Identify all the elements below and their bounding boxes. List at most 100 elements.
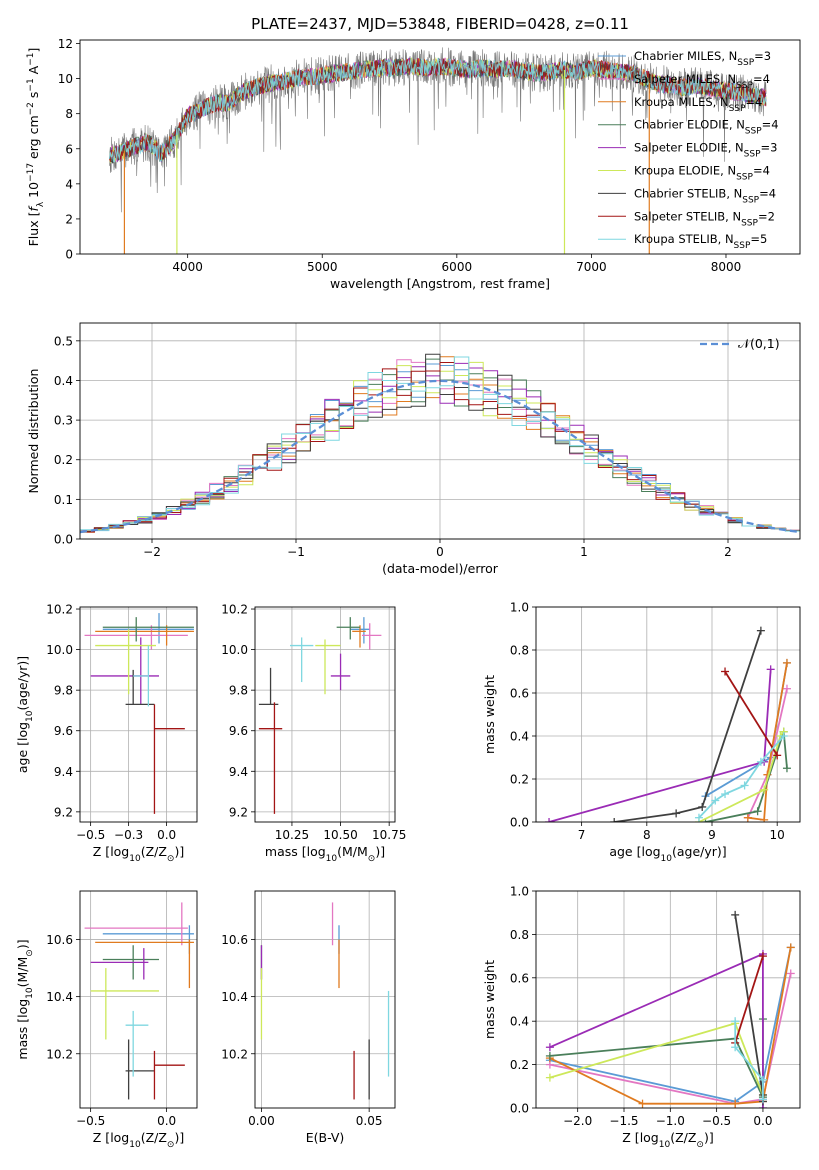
y-tick-label: 0.4	[510, 730, 529, 744]
weight-series	[701, 727, 791, 822]
y-tick-label: 10.0	[46, 643, 73, 657]
x-tick-label: 10.50	[323, 828, 357, 842]
y-tick-label: 0.0	[54, 533, 73, 547]
x-tick-label: 10	[770, 828, 785, 842]
x-tick-label: 9	[708, 828, 716, 842]
y-tick-label: 0.8	[510, 644, 529, 658]
x-tick-label: 0.00	[248, 1114, 275, 1128]
weight-series	[694, 732, 788, 822]
y-tick-label: 1.0	[510, 885, 529, 899]
y-tick-label: 0.6	[510, 687, 529, 701]
x-axis-label: (data-model)/error	[382, 561, 499, 576]
weight-marker	[743, 813, 752, 822]
errorbar-point	[258, 702, 283, 814]
y-axis-label: age [log10(age/yr)]	[15, 656, 35, 773]
weight-marker	[753, 807, 762, 816]
normal-reference-curve	[80, 379, 800, 534]
y-tick-label: 10.6	[46, 933, 73, 947]
weight-marker	[782, 764, 791, 773]
x-tick-label: 0.0	[157, 1114, 176, 1128]
x-axis-label: age [log10(age/yr)]	[609, 844, 726, 864]
weight-series	[721, 667, 782, 760]
x-tick-label: 5000	[307, 260, 338, 274]
weight-marker	[760, 815, 769, 822]
weight-line	[724, 671, 778, 756]
y-tick-label: 1.0	[510, 601, 529, 615]
legend-label: Kroupa MILES, NSSP=4	[634, 95, 762, 114]
axes-frame	[535, 890, 801, 1109]
weight-marker	[740, 781, 749, 790]
x-axis-label: E(B-V)	[306, 1130, 345, 1145]
y-axis-label: mass [log10(M/M⊙)]	[15, 939, 35, 1059]
panel-spectrum: 4000 5000 6000 7000 8000 0 2 4 6 8 10 12 wavelength …	[26, 37, 801, 291]
x-tick-label: −0.5	[76, 1114, 105, 1128]
x-axis-label: wavelength [Angstrom, rest frame]	[330, 276, 550, 291]
errorbar-point	[352, 625, 366, 648]
errorbar-point	[315, 639, 341, 695]
legend-label: 𝒩(0,1)	[738, 336, 780, 351]
y-tick-label: 0.0	[510, 816, 529, 830]
plot-area	[84, 902, 194, 1100]
model-spectrum	[109, 57, 767, 162]
legend-label: Kroupa ELODIE, NSSP=4	[634, 164, 770, 183]
y-tick-label: 10.2	[221, 1047, 248, 1061]
y-tick-label: 9.8	[54, 684, 73, 698]
axes-frame	[79, 39, 801, 255]
y-tick-label: 10.2	[221, 603, 248, 617]
plot-area	[80, 353, 800, 535]
y-tick-label: 0.2	[54, 453, 73, 467]
y-axis-label: mass weight	[482, 675, 497, 754]
legend-label: Salpeter ELODIE, NSSP=3	[634, 141, 777, 160]
model-spectrum	[109, 58, 767, 163]
weight-marker	[756, 626, 765, 635]
errorbar-point	[95, 939, 194, 989]
weight-marker	[773, 751, 782, 760]
errorbar-point	[336, 617, 360, 640]
x-tick-label: 2	[724, 545, 732, 559]
weight-marker	[672, 809, 681, 818]
x-tick-label: 6000	[442, 260, 473, 274]
errorbar-point	[290, 637, 314, 683]
x-axis-label: Z [log10(Z/Z⊙)]	[93, 1130, 184, 1150]
weight-line	[549, 1019, 764, 1098]
weight-line	[698, 731, 785, 822]
weight-marker	[786, 969, 795, 978]
errorbar-point	[330, 653, 351, 691]
weight-marker	[731, 1043, 740, 1052]
y-tick-label: 10.4	[46, 990, 73, 1004]
y-tick-label: 9.4	[229, 765, 248, 779]
plot-area	[260, 902, 390, 1100]
weight-line	[705, 731, 788, 822]
weight-marker	[698, 802, 707, 811]
x-tick-label: −0.3	[114, 828, 143, 842]
errorbar-point	[153, 1050, 185, 1100]
legend-label: Salpeter MILES, NSSP=4	[634, 72, 770, 91]
y-tick-label: 10.2	[46, 1047, 73, 1061]
weight-marker	[758, 952, 767, 961]
panel-mass_vs_Z: −0.5 0.0 10.2 10.4 10.6 Z [log10(Z/Z⊙)] mass […	[15, 890, 198, 1150]
y-axis-label: Normed distribution	[26, 369, 41, 494]
errorbar-point	[95, 625, 194, 646]
y-tick-label: 0	[65, 248, 73, 262]
weight-line	[549, 973, 792, 1105]
axes-frame	[79, 606, 198, 823]
errorbar-point	[95, 629, 156, 695]
weight-marker	[610, 818, 619, 822]
x-tick-label: 4000	[172, 260, 203, 274]
weight-marker	[545, 1073, 554, 1082]
x-tick-label: −1.5	[609, 1114, 638, 1128]
plot-area	[545, 626, 791, 822]
legend-label: Chabrier STELIB, NSSP=4	[634, 186, 776, 205]
y-tick-label: 0.4	[510, 1015, 529, 1029]
weight-line	[614, 630, 762, 822]
errorbar-point	[125, 669, 155, 706]
axes-frame	[535, 606, 801, 823]
x-tick-label: −2.0	[563, 1114, 592, 1128]
y-tick-label: 0.2	[510, 1058, 529, 1072]
errorbar-point	[133, 645, 150, 707]
weight-marker	[786, 943, 795, 952]
y-tick-label: 9.6	[229, 724, 248, 738]
legend: Chabrier MILES, NSSP=3 Salpeter MILES, NS…	[598, 49, 779, 251]
x-tick-label: −2	[143, 545, 161, 559]
legend-label: Salpeter STELIB, NSSP=2	[634, 209, 775, 228]
